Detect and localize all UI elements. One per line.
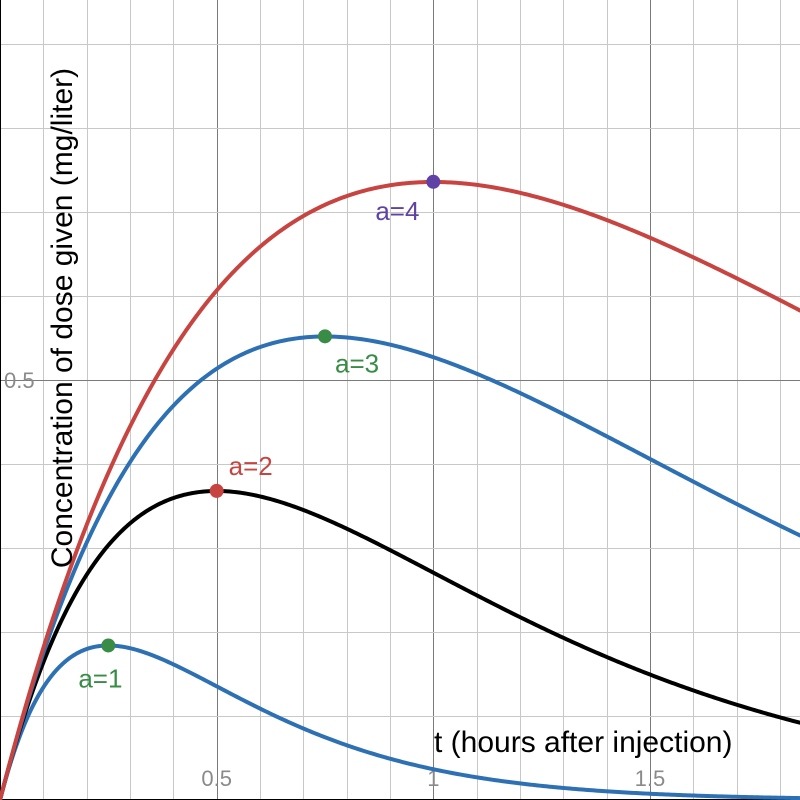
annotation-points: a=1 a=2 a=3 a=4 (78, 174, 441, 693)
series-line-a1 (0, 643, 800, 800)
series (0, 179, 800, 800)
annotation-point (426, 174, 441, 189)
annotation-point (101, 638, 116, 653)
annotation-point (317, 329, 332, 344)
series-line-a4 (0, 179, 800, 800)
tick-labels: 0.5 1 1.5 0.5 (4, 368, 665, 791)
x-tick-label: 1 (427, 766, 439, 791)
series-line-a3 (0, 334, 800, 800)
y-tick-label: 0.5 (4, 368, 35, 393)
x-tick-label: 1.5 (635, 766, 666, 791)
annotation-point (209, 483, 224, 498)
y-axis-title: Concentration of dose given (mg/liter) (46, 68, 79, 568)
series-line-a2 (0, 488, 800, 800)
annotation-label: a=4 (375, 196, 419, 226)
x-axis-title: t (hours after injection) (434, 726, 732, 759)
annotation-label: a=1 (78, 663, 122, 693)
annotation-label: a=2 (229, 451, 273, 481)
annotation-label: a=3 (335, 348, 379, 378)
x-tick-label: 0.5 (201, 766, 232, 791)
